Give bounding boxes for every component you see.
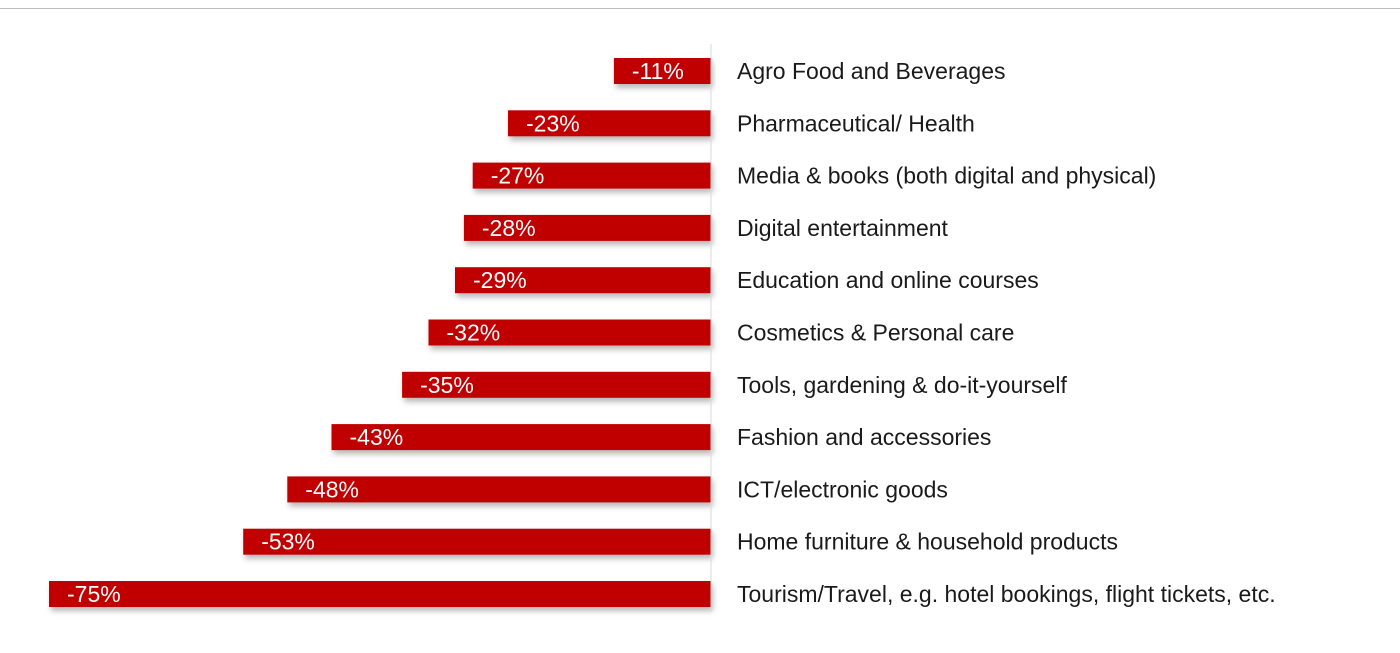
bar — [331, 424, 711, 451]
bars-group: -11% -23% -27% -28% -29% -32% -35% -43% -48% -53%… — [49, 58, 711, 607]
bar-value-label: -43% — [350, 424, 404, 450]
bar-value-label: -48% — [305, 476, 359, 502]
bar — [49, 581, 711, 607]
bar — [402, 371, 711, 398]
bar — [463, 214, 711, 241]
bar — [287, 476, 711, 503]
bar-value-label: -75% — [67, 581, 121, 607]
category-label: Tourism/Travel, e.g. hotel bookings, fli… — [737, 581, 1276, 607]
category-label: Media & books (both digital and physical… — [737, 163, 1156, 189]
category-label: Home furniture & household products — [737, 529, 1118, 555]
bar-value-label: -28% — [482, 215, 536, 241]
bar-value-label: -11% — [632, 58, 684, 84]
bar-value-label: -27% — [491, 163, 545, 189]
category-label: ICT/electronic goods — [737, 476, 948, 502]
category-label: Cosmetics & Personal care — [737, 320, 1014, 346]
category-label: Pharmaceutical/ Health — [737, 110, 975, 136]
bar-value-label: -29% — [473, 267, 527, 293]
bar — [428, 319, 711, 346]
category-label: Tools, gardening & do-it-yourself — [737, 372, 1067, 398]
bar-value-label: -32% — [447, 320, 501, 346]
bar — [613, 58, 711, 84]
bar — [508, 110, 711, 137]
bar-value-label: -53% — [261, 529, 315, 555]
bar — [455, 267, 711, 294]
category-label: Digital entertainment — [737, 215, 949, 241]
category-label: Education and online courses — [737, 267, 1039, 293]
bar — [243, 528, 711, 555]
bar-value-label: -35% — [420, 372, 474, 398]
category-labels-group: Agro Food and Beverages Pharmaceutical/ H… — [737, 58, 1276, 607]
category-label: Agro Food and Beverages — [737, 58, 1006, 84]
top-divider — [0, 8, 1400, 9]
category-label: Fashion and accessories — [737, 424, 991, 450]
bar-value-label: -23% — [526, 110, 580, 136]
bar — [472, 162, 711, 189]
